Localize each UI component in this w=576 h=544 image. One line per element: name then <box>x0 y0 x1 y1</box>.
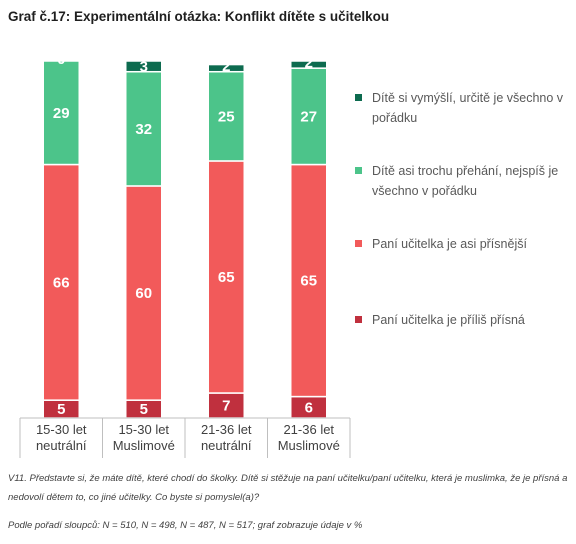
chart-title: Graf č.17: Experimentální otázka: Konfli… <box>8 9 390 24</box>
category-label: 21-36 let <box>283 422 334 437</box>
source-note: Podle pořadí sloupců: N = 510, N = 498, … <box>8 520 363 531</box>
bars-group: 5 66 29 0 5 60 32 3 7 65 25 2 6 65 27 2 <box>42 51 328 419</box>
legend-item: Dítě si vymýšlí, určitě je všechno v poř… <box>355 88 572 128</box>
data-label: 65 <box>300 273 317 290</box>
bar-segment <box>290 67 328 166</box>
legend-swatch <box>355 240 362 247</box>
category-label: 15-30 let <box>36 422 87 437</box>
legend-label: Dítě si vymýšlí, určitě je všechno v poř… <box>372 91 564 125</box>
legend-label: Dítě asi trochu přehání, nejspíš je všec… <box>372 164 559 198</box>
category-label: 15-30 let <box>118 422 169 437</box>
data-label: 6 <box>305 399 313 416</box>
legend-label: Paní učitelka je asi přísnější <box>372 237 527 251</box>
data-label: 25 <box>218 108 235 125</box>
legend-swatch <box>355 167 362 174</box>
bar-segment <box>125 60 163 73</box>
data-label: 5 <box>140 401 148 418</box>
data-label: 7 <box>222 398 230 415</box>
data-label: 32 <box>135 121 152 138</box>
bar-segment <box>42 60 80 166</box>
bar-segment <box>290 163 328 398</box>
category-label: Muslimové <box>278 438 340 453</box>
legend-item: Paní učitelka je asi přísnější <box>355 234 572 254</box>
data-label: 60 <box>135 285 152 302</box>
data-label: 2 <box>222 58 230 75</box>
data-label: 65 <box>218 269 235 286</box>
data-label: 5 <box>57 401 65 418</box>
legend-swatch <box>355 316 362 323</box>
category-label: neutrální <box>201 438 252 453</box>
data-label: 27 <box>300 108 317 125</box>
data-label: 66 <box>53 274 70 291</box>
bar-segment <box>290 60 328 69</box>
category-label: 21-36 let <box>201 422 252 437</box>
bar-segment <box>207 160 245 394</box>
bar-segment <box>207 70 245 162</box>
legend-item: Paní učitelka je příliš přísná <box>355 310 572 330</box>
legend-swatch <box>355 94 362 101</box>
legend-label: Paní učitelka je příliš přísná <box>372 313 525 327</box>
question-note: V11. Představte si, že máte dítě, které … <box>8 473 568 503</box>
data-label: 3 <box>140 58 148 75</box>
bar-segment <box>207 63 245 73</box>
category-label: Muslimové <box>113 438 175 453</box>
data-label: 29 <box>53 105 70 122</box>
bar-segment <box>42 163 80 401</box>
category-label: neutrální <box>36 438 87 453</box>
data-label: 2 <box>305 55 313 72</box>
data-label: 0 <box>57 51 65 68</box>
legend-item: Dítě asi trochu přehání, nejspíš je všec… <box>355 161 572 201</box>
